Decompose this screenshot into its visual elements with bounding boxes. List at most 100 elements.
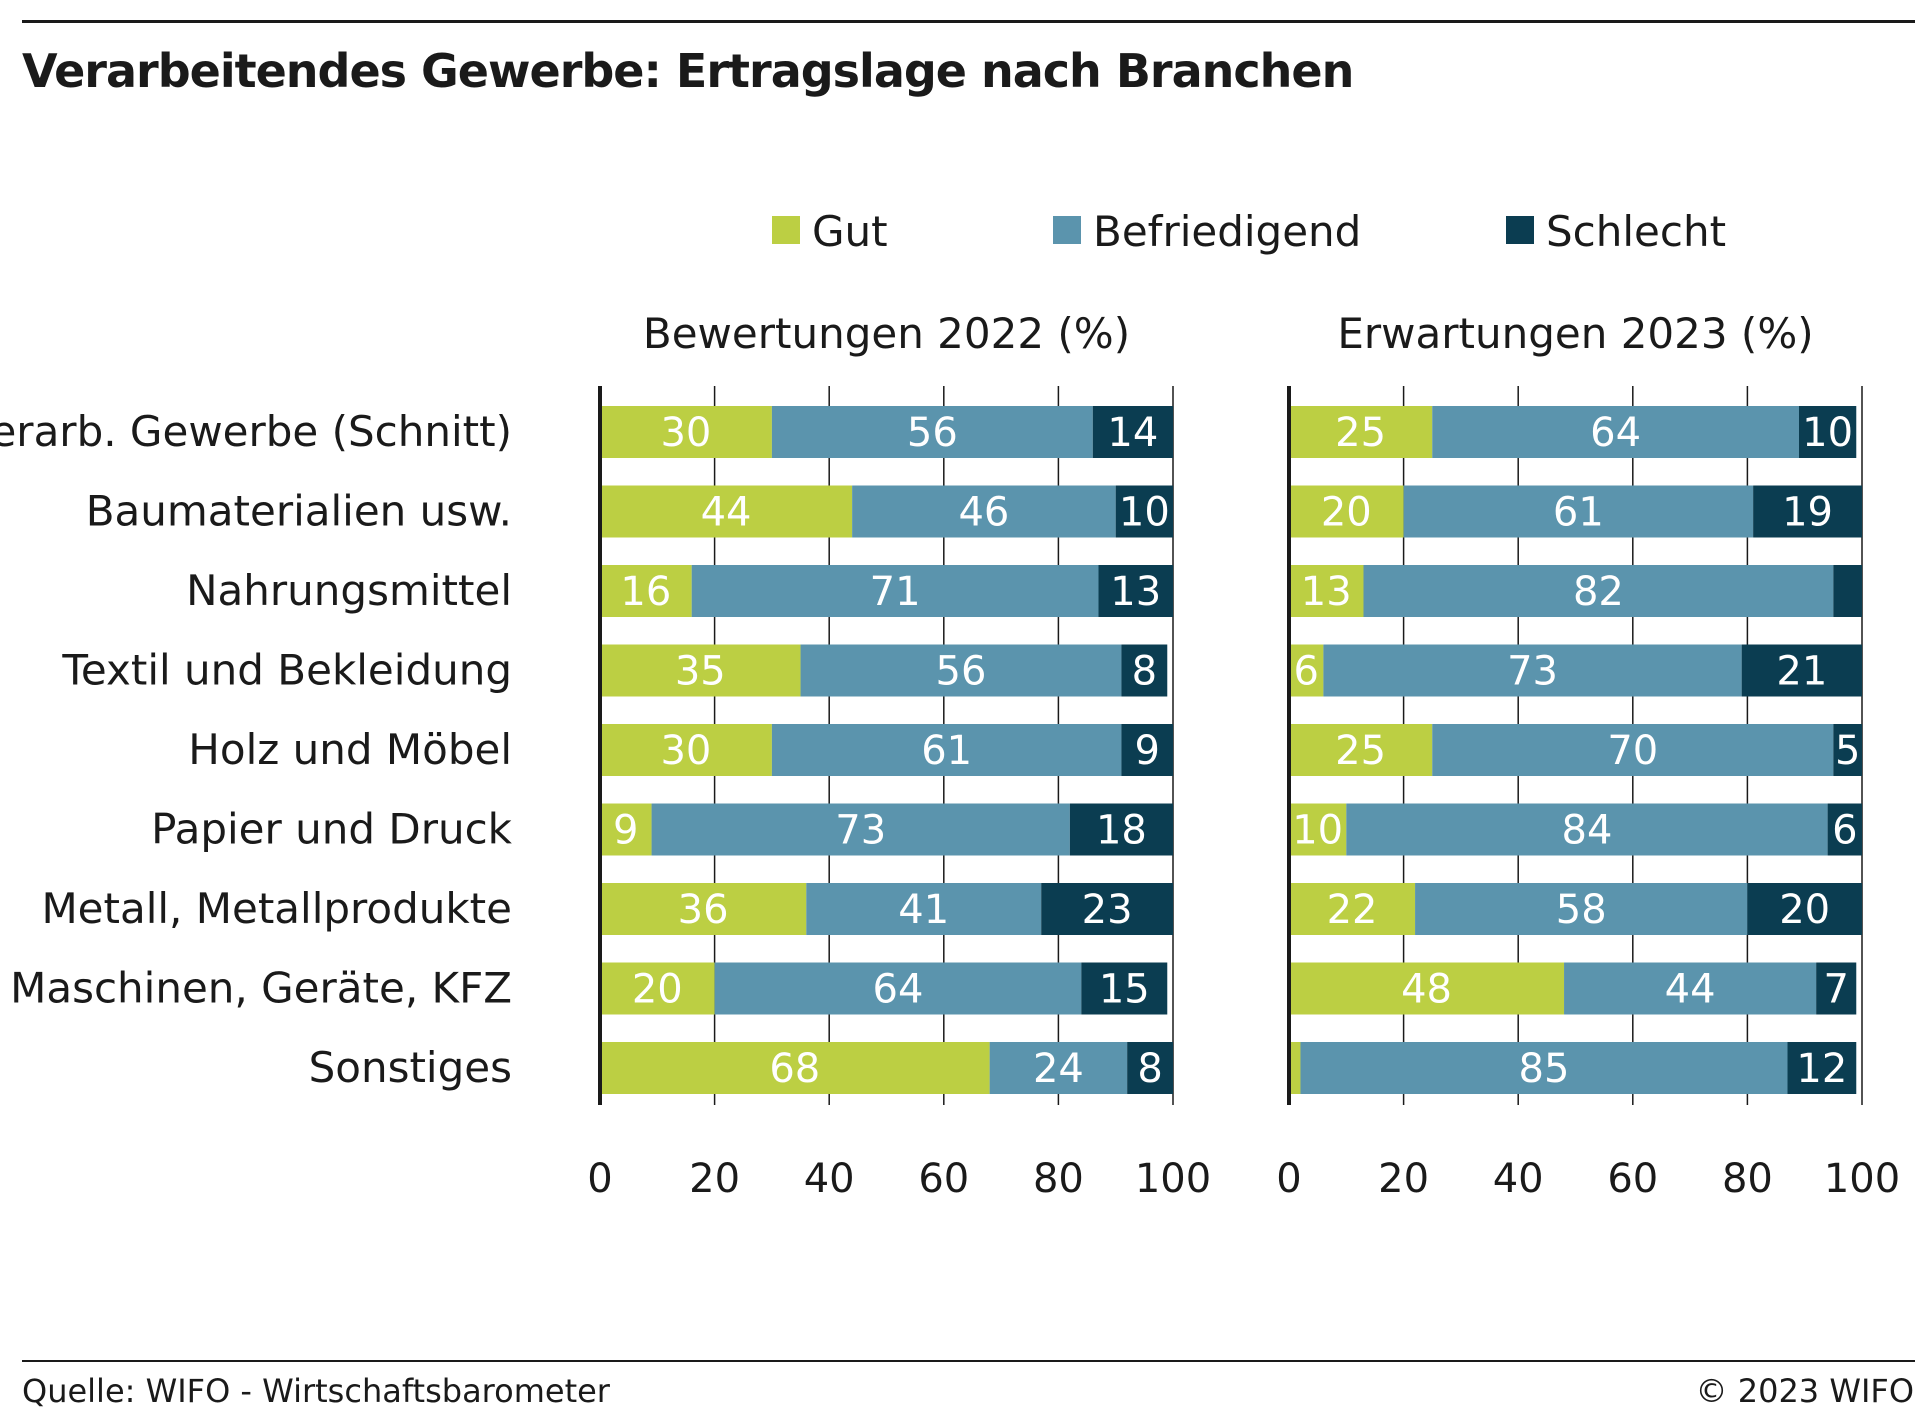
bar-schlecht: [1827, 803, 1862, 856]
bar-befriedigend: [1323, 644, 1742, 697]
bar-schlecht: [1121, 724, 1173, 776]
data-label: 70: [1607, 728, 1658, 774]
data-label: 9: [613, 808, 638, 854]
bar-befriedigend: [714, 962, 1082, 1015]
data-label: 10: [1802, 410, 1853, 456]
panel-title: Erwartungen 2023 (%): [1337, 309, 1813, 358]
bar-schlecht: [1115, 485, 1173, 538]
data-label: 46: [958, 490, 1009, 536]
data-label: 35: [675, 649, 726, 695]
legend-label-schlecht: Schlecht: [1546, 207, 1726, 256]
x-tick-label: 80: [1722, 1156, 1773, 1202]
bar-gut: [1289, 485, 1404, 538]
bar-schlecht: [1069, 803, 1173, 856]
data-label: 21: [1776, 649, 1827, 695]
data-label: 41: [898, 887, 949, 933]
data-label: 12: [1796, 1046, 1847, 1092]
copyright-note: © 2023 WIFO: [1695, 1372, 1914, 1410]
category-label: Textil und Bekleidung: [61, 646, 512, 695]
bar-schlecht: [1121, 644, 1168, 697]
legend-swatch-gut: [772, 216, 800, 244]
bar-schlecht: [1741, 644, 1862, 697]
data-label: 19: [1782, 490, 1833, 536]
x-tick-label: 60: [1607, 1156, 1658, 1202]
data-label: 5: [1835, 728, 1860, 774]
data-label: 44: [701, 490, 752, 536]
bar-schlecht: [1833, 724, 1862, 776]
data-label: 73: [835, 808, 886, 854]
data-label: 25: [1335, 410, 1386, 456]
x-tick-label: 80: [1033, 1156, 1084, 1202]
x-tick-label: 100: [1824, 1156, 1900, 1202]
bar-schlecht: [1833, 565, 1862, 617]
bar-schlecht: [1753, 485, 1862, 538]
x-tick-label: 20: [1378, 1156, 1429, 1202]
data-label: 14: [1107, 410, 1158, 456]
bar-schlecht: [1098, 565, 1173, 617]
x-tick-label: 60: [918, 1156, 969, 1202]
data-label: 56: [907, 410, 958, 456]
data-label: 24: [1033, 1046, 1084, 1092]
bar-gut: [1289, 724, 1433, 776]
data-label: 30: [660, 728, 711, 774]
data-label: 16: [620, 569, 671, 615]
bar-befriedigend: [651, 803, 1070, 856]
data-label: 23: [1082, 887, 1133, 933]
legend-swatch-befriedigend: [1053, 216, 1081, 244]
panel-title: Bewertungen 2022 (%): [643, 309, 1130, 358]
data-label: 58: [1556, 887, 1607, 933]
data-label: 44: [1665, 967, 1716, 1013]
category-label: Verarb. Gewerbe (Schnitt): [0, 407, 512, 456]
bar-befriedigend: [1415, 883, 1748, 935]
data-label: 10: [1292, 808, 1343, 854]
data-label: 56: [936, 649, 987, 695]
bar-gut: [1289, 1042, 1301, 1094]
legend-swatch-schlecht: [1506, 216, 1534, 244]
bar-befriedigend: [800, 644, 1122, 697]
bar-befriedigend: [1564, 962, 1817, 1015]
bar-gut: [1289, 803, 1347, 856]
category-label: Nahrungsmittel: [186, 566, 512, 615]
bar-gut: [1289, 883, 1416, 935]
data-label: 8: [1137, 1046, 1162, 1092]
data-label: 68: [769, 1046, 820, 1092]
bar-gut: [600, 485, 853, 538]
data-label: 82: [1573, 569, 1624, 615]
bar-befriedigend: [771, 724, 1122, 776]
legend-label-befriedigend: Befriedigend: [1093, 207, 1361, 256]
data-label: 10: [1119, 490, 1170, 536]
bar-gut: [1289, 962, 1565, 1015]
bar-befriedigend: [1300, 1042, 1788, 1094]
chart-title: Verarbeitendes Gewerbe: Ertragslage nach…: [22, 44, 1354, 98]
data-label: 71: [870, 569, 921, 615]
data-label: 73: [1507, 649, 1558, 695]
bar-gut: [600, 644, 801, 697]
bar-befriedigend: [1432, 724, 1834, 776]
bar-gut: [600, 565, 692, 617]
data-label: 13: [1110, 569, 1161, 615]
data-label: 6: [1293, 649, 1318, 695]
bar-gut: [600, 803, 652, 856]
x-tick-label: 0: [587, 1156, 612, 1202]
bar-befriedigend: [989, 1042, 1128, 1094]
x-tick-label: 0: [1276, 1156, 1301, 1202]
x-tick-label: 40: [804, 1156, 855, 1202]
bar-schlecht: [1787, 1042, 1857, 1094]
bar-gut: [600, 962, 715, 1015]
bar-schlecht: [1798, 406, 1857, 458]
category-label: Holz und Möbel: [188, 725, 512, 774]
bar-befriedigend: [771, 406, 1093, 458]
data-label: 48: [1401, 967, 1452, 1013]
bar-befriedigend: [691, 565, 1099, 617]
data-label: 64: [1590, 410, 1641, 456]
data-label: 18: [1096, 808, 1147, 854]
bottom-rule: [22, 1360, 1915, 1362]
data-label: 8: [1132, 649, 1157, 695]
data-label: 25: [1335, 728, 1386, 774]
bar-gut: [600, 1042, 990, 1094]
data-label: 9: [1134, 728, 1159, 774]
bar-gut: [1289, 644, 1324, 697]
category-label: Sonstiges: [309, 1043, 512, 1092]
data-label: 84: [1562, 808, 1613, 854]
